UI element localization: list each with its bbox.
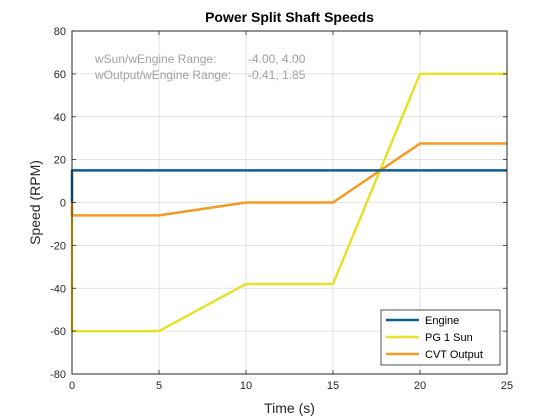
x-tick-label: 20 [414,380,426,392]
x-axis-label: Time (s) [264,400,315,416]
annotation-output-range-value: -0.41, 1.85 [248,68,306,82]
axes: 0 5 10 15 20 25 -80 -60 -40 -20 0 20 40 60 80 [50,26,513,392]
y-tick-label: -20 [50,240,66,252]
y-tick-label: -40 [50,283,66,295]
annotation-sun-range-label: wSun/wEngine Range: [94,52,216,66]
annotation-sun-range-value: -4.00, 4.00 [248,52,306,66]
y-tick-label: 60 [54,69,66,81]
legend-label-engine: Engine [425,315,459,327]
x-tick-label: 25 [501,380,513,392]
y-tick-label: -80 [50,369,66,381]
y-tick-label: 40 [54,112,66,124]
x-tick-label: 15 [327,380,339,392]
y-tick-label: 0 [60,198,66,210]
y-tick-label: 80 [54,26,66,38]
y-tick-label: 20 [54,155,66,167]
legend-label-pg-1-sun: PG 1 Sun [425,332,473,344]
annotation-sun-range: wSun/wEngine Range: -4.00, 4.00 [94,52,306,66]
legend-label-cvt-output: CVT Output [425,349,483,361]
annotation-output-range: wOutput/wEngine Range: -0.41, 1.85 [94,68,306,82]
x-tick-label: 0 [69,380,75,392]
annotation-output-range-label: wOutput/wEngine Range: [94,68,231,82]
legend: Engine PG 1 Sun CVT Output [380,309,501,366]
chart-title: Power Split Shaft Speeds [205,9,374,25]
y-tick-label: -60 [50,326,66,338]
y-axis-label: Speed (RPM) [27,160,43,245]
x-tick-label: 10 [240,380,252,392]
x-tick-label: 5 [156,380,162,392]
